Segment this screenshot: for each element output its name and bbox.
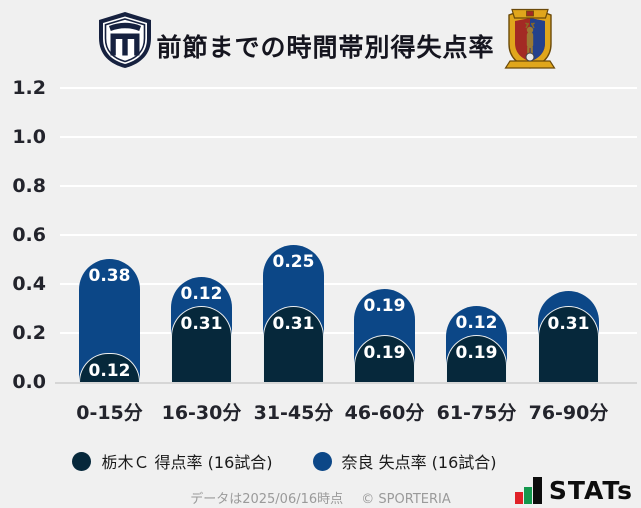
- stats-logo: STATs: [514, 476, 633, 505]
- gridline: [60, 185, 637, 187]
- bar-value-away: 0.25: [272, 252, 315, 272]
- x-axis-line: [55, 382, 637, 384]
- gridline: [60, 87, 637, 89]
- bar-home-scored: [538, 306, 599, 382]
- legend-swatch-icon: [72, 451, 92, 471]
- y-axis-tick-label: 1.2: [12, 77, 46, 99]
- bar-value-away: 0.12: [180, 284, 223, 304]
- bar-value-home: 0.31: [547, 314, 590, 334]
- bar-home-scored: [354, 335, 415, 382]
- y-axis-tick-label: 0.2: [12, 322, 46, 344]
- bar-value-home: 0.31: [180, 314, 223, 334]
- green-bar-icon: [523, 487, 532, 504]
- y-axis-tick-label: 0.8: [12, 175, 46, 197]
- legend: 栃木Ｃ 得点率 (16試合) 奈良 失点率 (16試合): [0, 449, 641, 473]
- gridline: [60, 136, 637, 138]
- gridline: [60, 283, 637, 285]
- bar-value-away: 0.12: [455, 313, 498, 333]
- bar-value-home: 0.19: [363, 343, 406, 363]
- data-date-note: データは2025/06/16時点: [190, 492, 344, 507]
- stats-brand-text: STATs: [548, 476, 633, 505]
- legend-label: 奈良 失点率 (16試合): [341, 453, 497, 472]
- bar-value-away: 0.38: [88, 266, 131, 286]
- bar-value-away: 0.19: [363, 296, 406, 316]
- x-axis-tick-label: 61-75分: [436, 402, 517, 424]
- x-axis-tick-label: 16-30分: [161, 402, 242, 424]
- y-axis-tick-label: 0.4: [12, 273, 46, 295]
- stats-bars-icon: [514, 477, 542, 504]
- legend-item: 奈良 失点率 (16試合): [312, 449, 497, 473]
- bar-home-scored: [171, 306, 232, 382]
- bar-home-scored: [446, 335, 507, 382]
- x-axis-tick-label: 76-90分: [528, 402, 609, 424]
- y-axis-tick-label: 0.6: [12, 224, 46, 246]
- bar-home-scored: [263, 306, 324, 382]
- x-axis-tick-label: 31-45分: [253, 402, 334, 424]
- bar-value-home: 0.12: [88, 361, 131, 381]
- bar-value-home: 0.19: [455, 343, 498, 363]
- bar-value-home: 0.31: [272, 314, 315, 334]
- black-bar-icon: [532, 477, 542, 504]
- legend-label: 栃木Ｃ 得点率 (16試合): [101, 453, 273, 472]
- legend-item: 栃木Ｃ 得点率 (16試合): [72, 449, 273, 473]
- y-axis-tick-label: 0.0: [12, 371, 46, 393]
- y-axis-tick-label: 1.0: [12, 126, 46, 148]
- footnote: データは2025/06/16時点 © SPORTERIA: [0, 488, 641, 507]
- x-axis-tick-label: 46-60分: [344, 402, 425, 424]
- chart-title: 前節までの時間帯別得失点率: [156, 33, 495, 62]
- red-bar-icon: [514, 492, 523, 504]
- nara-club-crest-icon: [504, 8, 556, 69]
- legend-swatch-icon: [312, 451, 332, 471]
- x-axis-tick-label: 0-15分: [76, 402, 143, 424]
- tochigi-city-crest-icon: [99, 12, 151, 68]
- copyright-text: © SPORTERIA: [361, 492, 451, 507]
- gridline: [60, 332, 637, 334]
- gridline: [60, 234, 637, 236]
